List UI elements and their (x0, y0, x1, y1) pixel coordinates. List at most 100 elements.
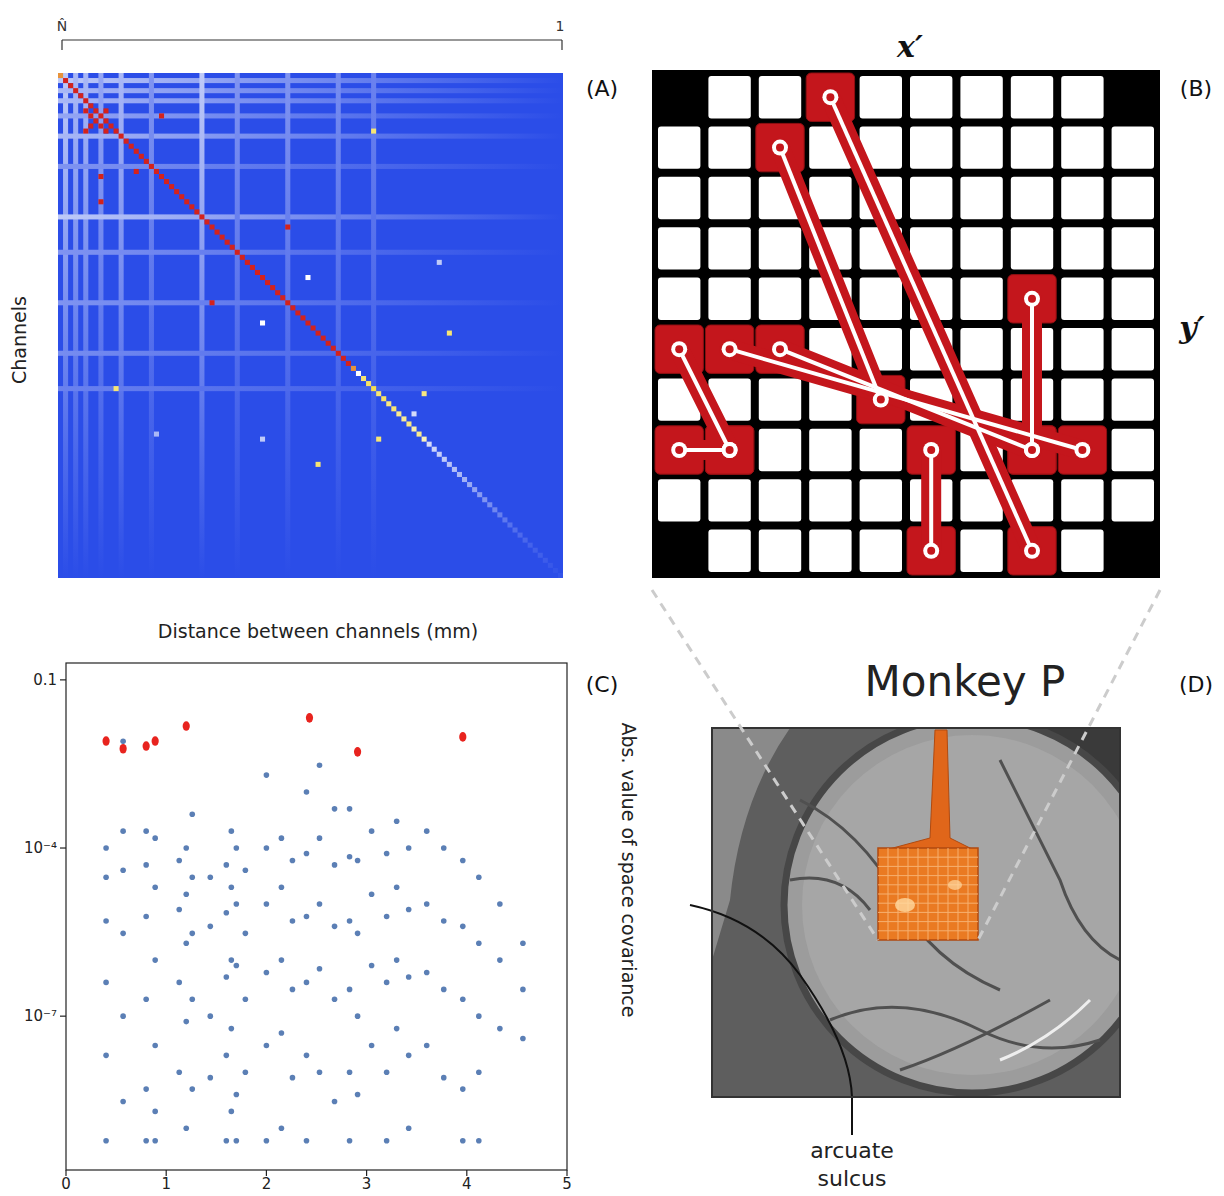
figure: (A)(B)(C)(D)N̂1Channels0123450.110⁻⁴10⁻⁷… (0, 0, 1224, 1196)
scatter-point (183, 891, 189, 897)
scatter-point (459, 732, 466, 742)
scatter-point (441, 845, 447, 851)
electrode-site (960, 328, 1002, 370)
scatter-point (243, 1069, 249, 1075)
axis-title: Distance between channels (mm) (158, 620, 478, 642)
y-tick (60, 679, 66, 680)
scatter-point (183, 1125, 189, 1131)
electrode-site (1112, 126, 1154, 168)
electrode-site (1061, 76, 1103, 118)
scatter-point (120, 1013, 126, 1019)
scatter-point (355, 1013, 361, 1019)
scatter-point (243, 868, 249, 874)
electrode-site (1011, 76, 1053, 118)
scatter-point (103, 1138, 109, 1144)
electrode-site (1061, 227, 1103, 269)
array-line (958, 848, 959, 940)
zoom-line (978, 590, 1160, 940)
scatter-point (152, 835, 158, 841)
pair-endpoint-core (726, 446, 734, 454)
heatmap-cell (341, 356, 346, 361)
heatmap-stripe (285, 73, 290, 578)
scatter-point (520, 940, 526, 946)
scatter-point (183, 940, 189, 946)
scatter-point (234, 963, 240, 969)
scatter-point (103, 845, 109, 851)
heatmap-cell (225, 240, 230, 245)
heatmap-cell (93, 108, 98, 113)
scatter-point (332, 862, 338, 868)
heatmap-cell (119, 134, 124, 139)
heatmap-cell (103, 129, 108, 134)
pair-line (780, 148, 881, 400)
scatter-point (304, 1053, 310, 1059)
sulcus-line (690, 905, 852, 1097)
pair-pads (655, 73, 1107, 575)
electrode-site (708, 530, 750, 572)
heatmap-cell (103, 118, 108, 123)
photo-label-line: arcuate (810, 1138, 894, 1163)
scatter-point (189, 931, 195, 937)
pair-endpoint-core (1028, 547, 1036, 555)
axis-title: Abs. value of space covariance (618, 723, 640, 1018)
heatmap-stripe (58, 88, 563, 93)
scatter-point (384, 914, 390, 920)
scatter-point (103, 875, 109, 881)
heatmap-stripe (371, 73, 376, 578)
array-line (968, 848, 969, 940)
scatter-point (394, 884, 400, 890)
heatmap-cell (482, 497, 487, 502)
scatter-point (279, 1125, 285, 1131)
scatter-point (317, 901, 323, 907)
scatter-point (120, 744, 127, 754)
heatmap-cell (83, 98, 88, 103)
scatter-point (424, 970, 430, 976)
heatmap-cell (164, 179, 169, 184)
heatmap-cell (553, 568, 558, 573)
scatter-point (143, 1086, 149, 1092)
photo (712, 728, 1120, 1097)
scatter-point (347, 987, 353, 993)
vessel (790, 878, 870, 910)
electrode-site (1112, 378, 1154, 420)
scatter-point (424, 1043, 430, 1049)
heatmap-cell (386, 401, 391, 406)
electrode-site (1112, 479, 1154, 521)
scatter-point (369, 963, 375, 969)
scatter-point (103, 1053, 109, 1059)
heatmap-cell (331, 346, 336, 351)
cortex (802, 735, 1120, 1075)
electrode-site (1112, 278, 1154, 320)
scatter-point (304, 851, 310, 857)
pair-line (1030, 299, 1034, 450)
scatter-point (290, 858, 296, 864)
scatter-point (279, 957, 285, 963)
heatmap-cell (260, 275, 265, 280)
scatter-point (224, 974, 230, 980)
scatter-point (229, 1026, 235, 1032)
electrode-site (910, 76, 952, 118)
heatmap-cell (154, 169, 159, 174)
electrode-site (960, 76, 1002, 118)
heatmap-cell (381, 396, 386, 401)
scatter-point (243, 931, 249, 937)
x-tick-label: 4 (462, 1175, 472, 1193)
ruler-line (62, 39, 562, 40)
electrode-site (658, 227, 700, 269)
heatmap-cell (376, 391, 381, 396)
heatmap-cell (73, 88, 78, 93)
heatmap-cell (260, 320, 265, 325)
heatmap-cell (169, 184, 174, 189)
pair-endpoint (873, 392, 889, 408)
scatter-point (152, 1043, 158, 1049)
sulcus-leader (851, 1097, 853, 1135)
pair-lines (679, 97, 1082, 551)
vessel (800, 800, 1000, 990)
scatter-point (332, 996, 338, 1002)
scatter-point (120, 1099, 126, 1105)
scatter-point (243, 996, 249, 1002)
scatter-point (143, 914, 149, 920)
heatmap-stripe (58, 250, 563, 255)
ruler-tick (61, 40, 62, 50)
heatmap-cell (194, 209, 199, 214)
